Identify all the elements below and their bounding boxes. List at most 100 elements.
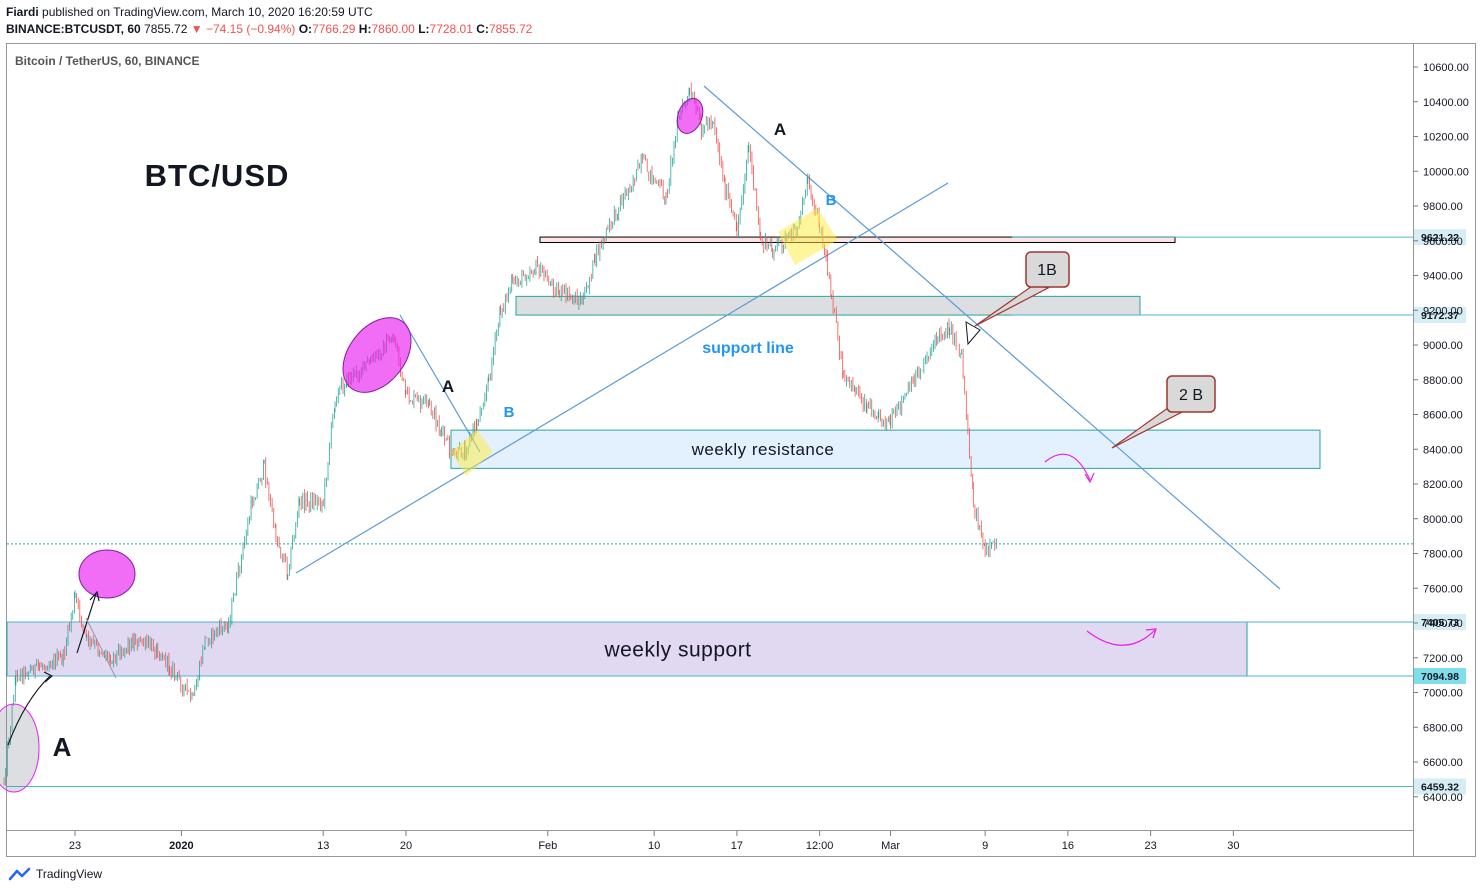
levels-layer: 9621.22 9172.37 7405.73 7094.98 6459.32 [7,229,1466,795]
highlight-ellipse [676,98,704,134]
publisher-name[interactable]: Fiardi [6,5,39,19]
close-value: 7855.72 [488,22,533,36]
open-label: O: [298,22,313,36]
y-tick-label: 10600.00 [1423,62,1469,74]
y-tick-label: 6600.00 [1423,757,1463,769]
zones-layer: weekly resistance weekly support [6,236,1321,677]
x-tick-label: 20 [400,840,412,852]
close-label: C: [476,22,489,36]
y-tick-label: 9800.00 [1423,201,1463,213]
price-level-badge [1414,307,1466,324]
highlight-box [778,208,838,265]
y-tick-label: 8800.00 [1423,375,1463,387]
annotation-text: support line [702,340,794,357]
highlight-ellipse [78,549,136,599]
x-tick-label: 17 [731,840,743,852]
last-price: 7855.72 [144,22,188,36]
annotation-text: B [504,404,515,421]
x-tick-label: 9 [982,840,988,852]
tradingview-logo-icon [8,867,31,881]
tradingview-brand[interactable]: TradingView [8,867,102,881]
highlight-box [451,430,493,476]
x-tick-label: 23 [69,840,81,852]
zone-label: weekly resistance [691,440,835,459]
published-text: published on TradingView.com, March 10, … [42,5,373,19]
y-tick-label: 7400.00 [1423,618,1463,630]
callout-box [1025,251,1070,288]
x-tick-label: 10 [648,840,660,852]
y-tick-label: 7600.00 [1423,583,1463,595]
low-label: L: [418,22,430,36]
x-tick-label: 13 [317,840,329,852]
arrow-curve [7,675,51,746]
price-level-value: 9172.37 [1421,310,1459,322]
y-tick-label: 10200.00 [1423,132,1469,144]
y-tick-label: 8400.00 [1423,444,1463,456]
symbol-label: BINANCE:BTCUSDT, 60 [6,22,141,36]
overlays-layer [0,98,1216,793]
price-level-value: 7405.73 [1421,617,1459,629]
y-tick-label: 10000.00 [1423,166,1469,178]
zone-rect [539,236,1176,243]
trend-line [399,314,481,453]
price-level-badge [1414,667,1466,684]
high-label: H: [358,22,372,36]
zone-rect [515,295,1141,316]
x-tick-label: 30 [1227,840,1239,852]
annotation-text: A [442,377,454,396]
trend-line [295,182,949,574]
price-axis[interactable]: 6400.00 6600.00 6800.00 7000.00 7200.00 7400.… [1413,62,1469,804]
price-change: ▼ −74.15 (−0.94%) [190,22,296,36]
arrow-curve [1044,453,1091,481]
x-tick-label: 2020 [169,840,193,852]
zone-rect [6,621,1248,677]
y-tick-label: 10400.00 [1423,97,1469,109]
x-tick-label: 12:00 [806,840,834,852]
y-tick-label: 8200.00 [1423,479,1463,491]
highlight-ellipse [342,317,412,393]
y-tick-label: 9400.00 [1423,271,1463,283]
arrow-head [89,590,100,602]
callout-box [1166,375,1216,413]
brand-label: TradingView [36,867,103,881]
annotation-text: BTC/USD [145,158,290,193]
low-value: 7728.01 [429,22,473,36]
y-tick-label: 6800.00 [1423,722,1463,734]
price-level-badge [1414,229,1466,246]
time-axis[interactable]: 23 2020 13 20 Feb 10 17 12:00 Mar 9 16 23 30 [69,831,1240,852]
marker-triangle [965,321,981,346]
drawings-layer [295,85,1281,590]
y-tick-label: 9000.00 [1423,340,1463,352]
price-level-badge [1414,778,1466,795]
price-level-badge [1414,614,1466,631]
arrow-line [76,593,97,654]
annotation-text: A [53,732,72,762]
y-tick-label: 8000.00 [1423,514,1463,526]
annotation-text: 2 B [1179,387,1203,404]
chart-frame [6,43,1476,857]
price-level-value: 9621.22 [1421,232,1459,244]
annotation-text: 1B [1037,262,1057,279]
x-tick-label: 23 [1144,840,1156,852]
x-tick-label: Feb [538,840,557,852]
trend-line [85,617,117,679]
ohlc-bar: BINANCE:BTCUSDT, 60 7855.72 ▼ −74.15 (−0… [6,22,532,36]
trend-line [703,85,1281,590]
y-tick-label: 9600.00 [1423,236,1463,248]
y-tick-label: 7800.00 [1423,549,1463,561]
zone-rect [450,429,1321,469]
arrow-head [1145,628,1157,639]
series-title: Bitcoin / TetherUS, 60, BINANCE [15,54,199,68]
zone-label: weekly support [603,638,751,661]
y-tick-label: 7000.00 [1423,688,1463,700]
price-level-value: 7094.98 [1421,671,1459,683]
high-value: 7860.00 [371,22,415,36]
y-tick-label: 7200.00 [1423,653,1463,665]
annotation-text: A [774,120,786,139]
arrow-head [43,671,54,683]
y-tick-label: 6400.00 [1423,792,1463,804]
price-level-value: 6459.32 [1421,781,1459,793]
arrow-curve [1086,629,1156,646]
